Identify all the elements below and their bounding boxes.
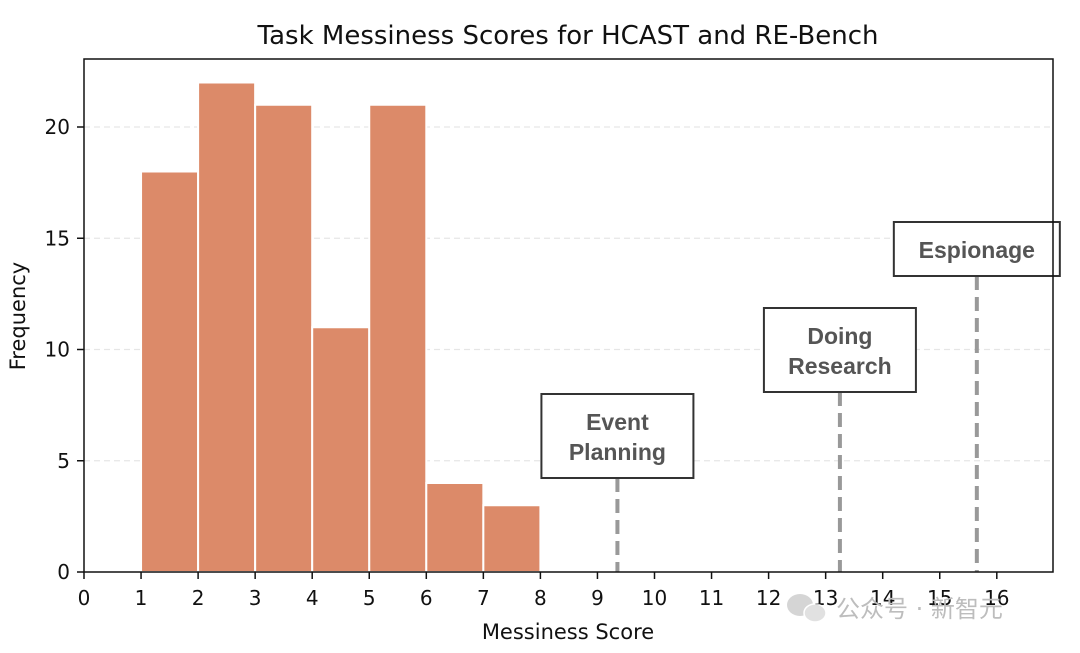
annotations: Event Planning Doing Research Espionage: [540, 221, 1061, 572]
y-tick-label: 5: [57, 449, 70, 473]
y-tick-label: 15: [45, 226, 70, 250]
annotation-box: [892, 221, 1061, 277]
x-tick-label: 6: [420, 586, 433, 610]
plot-frame: [83, 58, 1054, 573]
x-tick-label: 16: [984, 586, 1009, 610]
x-tick-label: 2: [192, 586, 205, 610]
bar: [254, 103, 314, 573]
x-axis-label: Messiness Score: [482, 620, 654, 644]
annotation: Event Planning: [540, 393, 695, 572]
x-tick-label: 5: [363, 586, 376, 610]
x-tick-label: 14: [870, 586, 895, 610]
bar: [197, 81, 257, 573]
wechat-icon: [787, 594, 827, 623]
bar: [311, 326, 371, 573]
bar: [482, 504, 542, 573]
y-tick-label: 0: [57, 560, 70, 584]
bars: [140, 81, 542, 573]
x-tick-label: 8: [534, 586, 547, 610]
bar: [368, 103, 428, 573]
annotation: Doing Research: [762, 307, 917, 572]
watermark: 公众号 · 新智元: [787, 594, 1003, 623]
x-tick-label: 15: [927, 586, 952, 610]
y-tick-label: 10: [45, 338, 70, 362]
y-axis-label: Frequency: [6, 262, 30, 371]
annotation-label: Event: [586, 409, 649, 435]
watermark-text: 公众号 · 新智元: [836, 595, 1003, 623]
annotation: Espionage: [892, 221, 1061, 572]
y-tick-label: 20: [45, 115, 70, 139]
annotation-label: Research: [788, 353, 892, 379]
x-tick-label: 9: [591, 586, 604, 610]
annotation-box: [540, 393, 695, 479]
x-tick-label: 0: [78, 586, 91, 610]
x-tick-label: 3: [249, 586, 262, 610]
x-axis-ticks: 0 1 2 3 4 5 6 7 8 9 10 11 12 13 14 15 16: [78, 572, 1010, 610]
chart-title: Task Messiness Scores for HCAST and RE-B…: [257, 21, 879, 51]
bar: [425, 482, 485, 573]
annotation-label: Doing: [807, 323, 872, 349]
annotation-box: [762, 307, 917, 393]
x-tick-label: 1: [135, 586, 148, 610]
x-tick-label: 7: [477, 586, 490, 610]
x-tick-label: 10: [642, 586, 667, 610]
x-tick-label: 11: [699, 586, 724, 610]
bar: [140, 170, 200, 573]
y-axis-ticks: 0 5 10 15 20: [45, 115, 84, 584]
annotation-label: Espionage: [919, 237, 1035, 263]
x-tick-label: 12: [756, 586, 781, 610]
x-tick-label: 4: [306, 586, 319, 610]
annotation-label: Planning: [569, 439, 666, 465]
